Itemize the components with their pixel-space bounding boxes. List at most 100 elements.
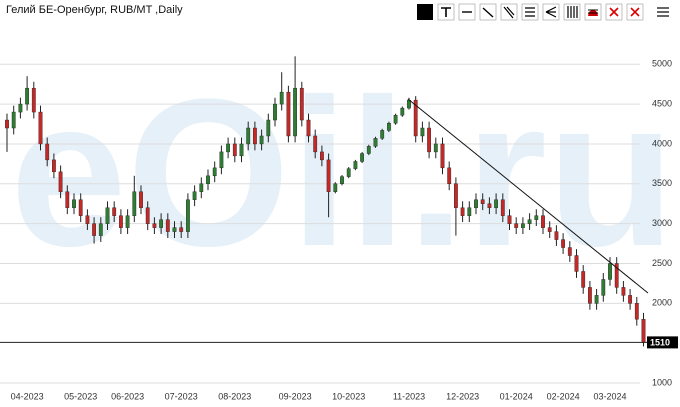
candle-body <box>185 199 190 232</box>
candle-body <box>299 87 304 121</box>
candle-body <box>547 227 552 232</box>
candle-body <box>500 199 505 216</box>
candle-body <box>259 135 264 145</box>
x-tick-label: 08-2023 <box>218 391 251 401</box>
candle-body <box>65 191 70 208</box>
tool-fill[interactable] <box>417 4 433 20</box>
tool-fib[interactable] <box>584 3 602 21</box>
candle-body <box>594 295 599 304</box>
candle-body <box>588 287 592 304</box>
candle-body <box>400 107 405 116</box>
candle-body <box>628 295 633 304</box>
candle-body <box>534 215 539 220</box>
x-tick-label: 03-2024 <box>593 391 626 401</box>
candle-body <box>333 183 338 192</box>
candle-body <box>266 119 271 137</box>
y-tick-label: 2500 <box>652 258 672 268</box>
candle-body <box>5 119 9 129</box>
candle-body <box>494 199 498 208</box>
x-tick-label: 02-2024 <box>547 391 580 401</box>
x-tick-label: 11-2023 <box>393 391 425 401</box>
trend-line <box>407 98 649 294</box>
candle-body <box>527 219 532 224</box>
candle-body <box>320 151 324 161</box>
candle-body <box>45 143 50 161</box>
candle-body <box>206 175 210 184</box>
chart-title: Гелий БЕ-Оренбург, RUB/MT ,Daily <box>6 4 183 16</box>
candle-body <box>467 207 472 216</box>
x-tick-label: 12-2023 <box>446 391 479 401</box>
candle-body <box>447 167 452 184</box>
y-tick-label: 1000 <box>652 377 672 387</box>
candle-body <box>246 127 251 145</box>
candle-body <box>159 219 163 228</box>
y-tick-label: 5000 <box>652 59 672 69</box>
candle-body <box>514 223 519 228</box>
tool-trend[interactable] <box>479 3 497 21</box>
candle-body <box>58 171 63 192</box>
tool-delete[interactable] <box>605 3 623 21</box>
candle-body <box>387 123 391 131</box>
candle-body <box>641 319 646 343</box>
candle-body <box>454 183 458 208</box>
candle-body <box>85 215 90 224</box>
candle-body <box>132 191 137 216</box>
candle-body <box>366 146 371 154</box>
menu[interactable] <box>657 7 669 17</box>
candle-body <box>561 239 566 248</box>
candle-body <box>487 203 492 208</box>
tool-delete-all[interactable] <box>626 3 644 21</box>
tool-text[interactable] <box>437 3 455 21</box>
candle-body <box>340 176 344 184</box>
tool-ray[interactable] <box>500 3 518 21</box>
candle-body <box>353 161 358 169</box>
candle-body <box>279 91 284 105</box>
tool-hline[interactable] <box>458 3 476 21</box>
tool-channel[interactable] <box>521 3 539 21</box>
tool-vlines[interactable] <box>563 3 581 21</box>
candle-body <box>608 263 612 280</box>
candle-body <box>192 191 197 200</box>
candle-body <box>165 219 170 232</box>
candle-body <box>507 215 512 224</box>
candle-body <box>72 199 76 208</box>
candle-body <box>252 127 257 145</box>
candle-body <box>152 223 157 228</box>
last-price-box <box>647 336 678 349</box>
candle-body <box>219 151 224 169</box>
candle-body <box>621 287 626 296</box>
y-tick-label: 4500 <box>652 98 672 108</box>
candle-body <box>38 111 43 145</box>
candle-body <box>118 215 123 228</box>
candle-body <box>98 223 103 236</box>
candle-body <box>634 303 639 320</box>
candle-body <box>145 207 150 224</box>
x-tick-label: 01-2024 <box>500 391 533 401</box>
candle-body <box>105 207 110 224</box>
candle-body <box>427 127 431 153</box>
candle-body <box>125 215 130 228</box>
axes: 1000 2000 2500 3000 3500 4000 4500 5000 04-2023 0… <box>11 59 672 402</box>
candle-body <box>139 191 143 208</box>
candle-body <box>567 247 572 256</box>
x-tick-label: 06-2023 <box>111 391 144 401</box>
tool-fan[interactable] <box>542 3 560 21</box>
candles <box>5 56 646 347</box>
candle-body <box>433 143 438 153</box>
candle-body <box>480 199 485 204</box>
x-tick-label: 07-2023 <box>165 391 198 401</box>
x-tick-label: 04-2023 <box>11 391 44 401</box>
toolbar <box>417 3 669 21</box>
candle-body <box>413 99 418 137</box>
candle-body <box>179 227 184 232</box>
candle-body <box>273 103 277 121</box>
candle-body <box>601 279 606 296</box>
candle-body <box>18 103 23 113</box>
candle-body <box>212 167 217 177</box>
candle-body <box>78 199 83 216</box>
candle-body <box>460 207 465 216</box>
candle-body <box>326 159 331 192</box>
last-price-label: 1510 <box>650 337 670 347</box>
